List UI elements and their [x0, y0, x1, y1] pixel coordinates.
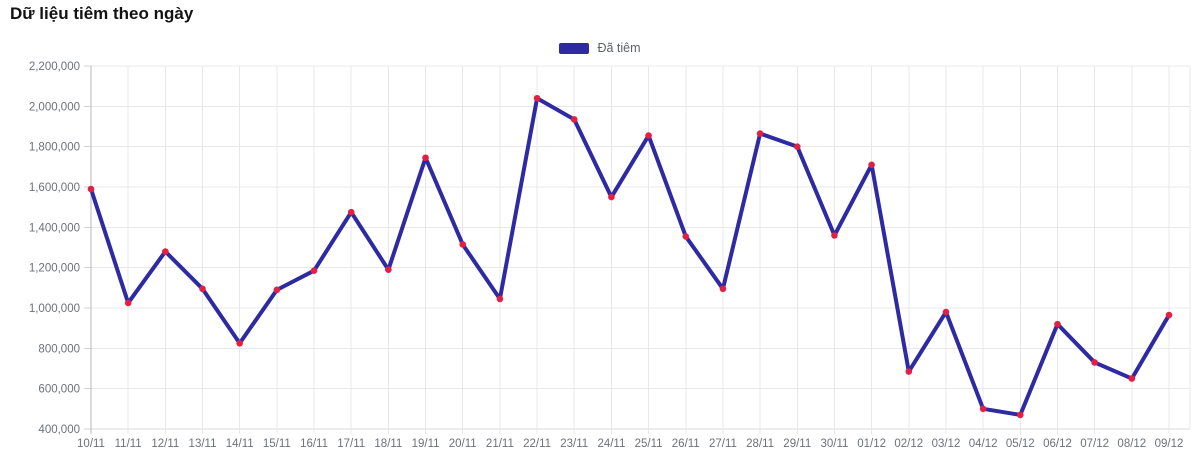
x-tick-label: 27/11	[709, 438, 737, 450]
x-tick-label: 04/12	[969, 438, 998, 450]
legend: Đã tiêm	[0, 41, 1200, 55]
data-point[interactable]	[979, 405, 987, 413]
x-tick-label: 02/12	[894, 438, 923, 450]
data-point[interactable]	[942, 308, 950, 316]
x-tick-label: 03/12	[932, 438, 961, 450]
y-tick-label: 400,000	[38, 424, 80, 436]
y-tick-label: 1,000,000	[29, 303, 80, 315]
x-tick-label: 17/11	[337, 438, 365, 450]
x-tick-label: 14/11	[226, 438, 254, 450]
y-tick-label: 1,200,000	[29, 263, 80, 275]
data-point[interactable]	[87, 185, 95, 193]
y-tick-label: 1,400,000	[29, 222, 80, 234]
x-tick-label: 05/12	[1006, 438, 1035, 450]
x-tick-label: 16/11	[300, 438, 328, 450]
y-tick-label: 2,000,000	[29, 101, 80, 113]
data-point[interactable]	[347, 208, 355, 216]
data-point[interactable]	[756, 130, 764, 137]
x-tick-label: 25/11	[635, 438, 663, 450]
y-tick-label: 800,000	[38, 343, 80, 355]
data-point[interactable]	[1017, 411, 1024, 419]
x-tick-label: 10/11	[77, 438, 105, 450]
x-tick-label: 20/11	[449, 438, 477, 450]
chart-title: Dữ liệu tiêm theo ngày	[10, 4, 194, 23]
legend-item-da-tiem[interactable]: Đã tiêm	[559, 41, 641, 55]
data-point[interactable]	[1128, 375, 1136, 382]
series-line-da-tiem	[89, 96, 1171, 417]
x-tick-label: 13/11	[189, 438, 217, 450]
y-tick-label: 2,200,000	[29, 61, 80, 73]
x-tick-label: 23/11	[560, 438, 588, 450]
data-point[interactable]	[905, 368, 913, 375]
data-point[interactable]	[719, 285, 727, 293]
x-tick-label: 06/12	[1043, 438, 1072, 450]
data-point[interactable]	[385, 266, 392, 273]
data-point[interactable]	[1054, 320, 1061, 328]
data-point[interactable]	[310, 267, 318, 274]
x-tick-label: 19/11	[412, 438, 440, 450]
data-point[interactable]	[496, 295, 504, 303]
x-tick-label: 24/11	[597, 438, 625, 450]
data-point[interactable]	[793, 143, 801, 150]
data-point[interactable]	[831, 232, 838, 239]
data-point[interactable]	[273, 286, 281, 294]
y-tick-label: 1,600,000	[29, 182, 80, 194]
x-tick-label: 11/11	[115, 438, 142, 450]
data-point[interactable]	[868, 161, 875, 169]
data-point[interactable]	[124, 299, 132, 307]
x-tick-label: 15/11	[263, 438, 291, 450]
x-tick-label: 08/12	[1117, 438, 1146, 450]
data-point[interactable]	[682, 233, 690, 240]
data-point[interactable]	[1165, 311, 1173, 319]
x-tick-label: 01/12	[857, 438, 886, 450]
data-point[interactable]	[645, 132, 652, 139]
data-point[interactable]	[422, 154, 429, 162]
x-tick-label: 30/11	[820, 438, 848, 450]
x-tick-label: 18/11	[374, 438, 402, 450]
x-tick-label: 12/11	[151, 438, 179, 450]
data-point[interactable]	[199, 285, 206, 293]
data-point[interactable]	[162, 248, 169, 255]
data-point[interactable]	[608, 193, 615, 201]
legend-swatch	[559, 42, 590, 54]
x-tick-label: 22/11	[523, 438, 551, 450]
x-tick-label: 07/12	[1080, 438, 1109, 450]
x-tick-label: 29/11	[783, 438, 811, 450]
data-point[interactable]	[459, 241, 467, 248]
x-tick-label: 26/11	[672, 438, 700, 450]
legend-label: Đã tiêm	[597, 41, 641, 55]
x-tick-label: 28/11	[746, 438, 774, 450]
y-tick-label: 1,800,000	[29, 142, 80, 154]
x-tick-label: 21/11	[486, 438, 514, 450]
data-point[interactable]	[570, 116, 578, 123]
data-point[interactable]	[533, 94, 541, 102]
y-tick-label: 600,000	[38, 384, 80, 396]
x-tick-label: 09/12	[1155, 438, 1184, 450]
data-point[interactable]	[236, 339, 243, 347]
data-point[interactable]	[1091, 359, 1098, 366]
